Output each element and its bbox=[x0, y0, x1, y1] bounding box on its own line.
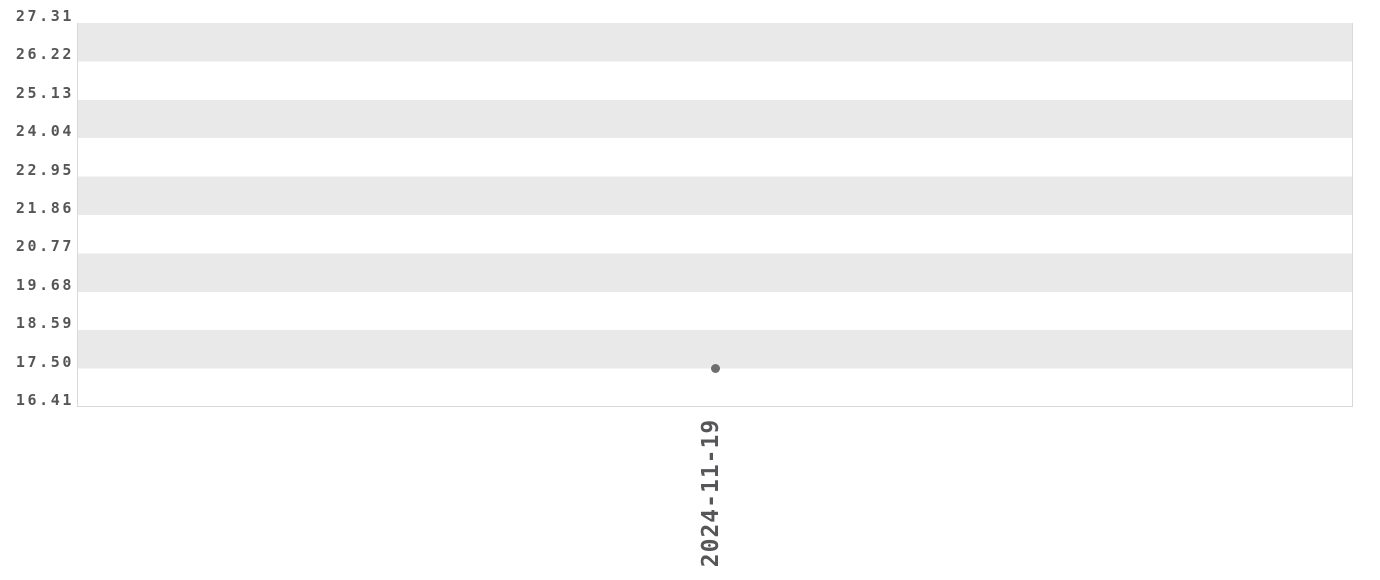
y-axis-tick-label: 16.41 bbox=[15, 391, 74, 409]
y-axis-tick-label: 17.50 bbox=[15, 352, 74, 371]
y-axis-tick-label: 21.86 bbox=[15, 199, 74, 217]
y-axis-tick-label: 24.04 bbox=[15, 122, 74, 141]
y-axis-tick-label: 26.22 bbox=[15, 45, 74, 64]
y-axis-tick-label: 18.59 bbox=[15, 314, 74, 333]
x-axis-tick-label: 2024-11-19 bbox=[698, 418, 724, 568]
y-axis-tick-label: 27.31 bbox=[15, 7, 74, 25]
plot-area bbox=[77, 23, 1353, 407]
y-axis-tick-label: 20.77 bbox=[15, 237, 74, 256]
y-axis-tick-label: 22.95 bbox=[15, 160, 74, 179]
y-axis-tick-label: 19.68 bbox=[15, 275, 74, 294]
y-axis-tick-label: 25.13 bbox=[15, 83, 74, 102]
y-axis: 27.31 26.22 25.13 24.04 22.95 21.86 20.77 19.68… bbox=[0, 0, 76, 420]
data-point bbox=[710, 364, 720, 374]
